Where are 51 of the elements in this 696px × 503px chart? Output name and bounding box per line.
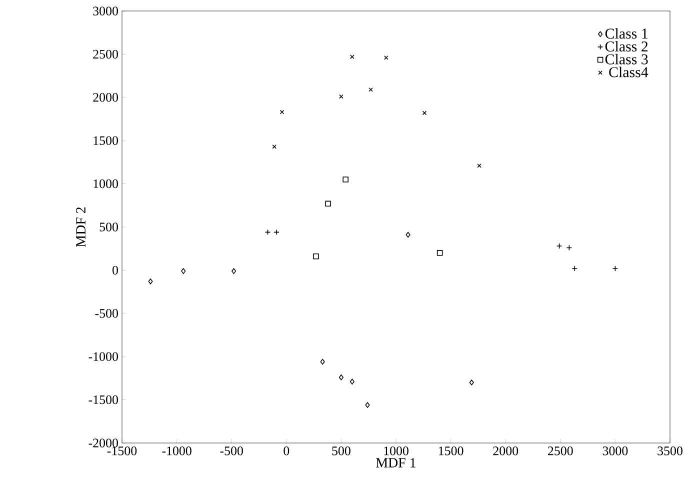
point xyxy=(365,402,370,408)
y-axis-title: MDF 2 xyxy=(76,207,86,247)
point xyxy=(422,110,427,116)
point xyxy=(566,244,572,251)
x-tick-label: -500 xyxy=(220,446,243,456)
x-tick-label: -1000 xyxy=(162,446,192,456)
x-tick-label: 2000 xyxy=(493,446,518,456)
point xyxy=(313,253,319,260)
x-axis-title: MDF 1 xyxy=(376,458,416,468)
point xyxy=(350,378,354,385)
legend-label: Class 2 xyxy=(605,41,648,52)
point xyxy=(338,374,344,380)
point xyxy=(148,278,153,284)
point xyxy=(325,200,331,207)
y-tick-label: 1000 xyxy=(94,179,118,188)
x-tick-label: 3500 xyxy=(658,446,682,456)
x-tick-label: -1500 xyxy=(107,446,137,456)
y-tick-label: 500 xyxy=(100,222,118,232)
point xyxy=(181,268,186,274)
y-tick-label: -2000 xyxy=(88,438,118,448)
x-tick-label: 1500 xyxy=(438,446,464,456)
point xyxy=(469,380,474,386)
point xyxy=(368,87,373,92)
y-tick-label: -500 xyxy=(95,309,118,318)
x-tick-label: 1000 xyxy=(384,446,408,456)
point xyxy=(350,54,354,59)
point xyxy=(339,94,344,99)
point xyxy=(232,268,236,274)
x-tick-label: 500 xyxy=(332,446,350,456)
legend-label: Class 1 xyxy=(605,28,648,39)
point xyxy=(406,232,410,238)
point xyxy=(264,229,271,236)
point xyxy=(280,110,284,114)
y-tick-label: 0 xyxy=(112,266,118,275)
legend-label: Class 3 xyxy=(605,54,648,64)
y-tick-label: 1500 xyxy=(94,136,118,145)
y-tick-label: 2000 xyxy=(93,93,118,102)
y-tick-label: -1500 xyxy=(88,395,118,404)
y-tick-label: 3000 xyxy=(93,6,118,16)
x-tick-label: 3000 xyxy=(602,446,628,456)
point xyxy=(384,55,388,60)
point xyxy=(436,250,443,256)
x-tick-label: 2500 xyxy=(548,446,573,456)
point xyxy=(272,144,277,149)
x-tick-label: 0 xyxy=(284,446,290,456)
point xyxy=(320,358,325,365)
legend-label: Class4 xyxy=(609,66,648,78)
point xyxy=(342,176,348,182)
y-tick-label: 2500 xyxy=(93,50,118,59)
y-tick-label: -1000 xyxy=(88,352,118,361)
point xyxy=(477,163,482,168)
